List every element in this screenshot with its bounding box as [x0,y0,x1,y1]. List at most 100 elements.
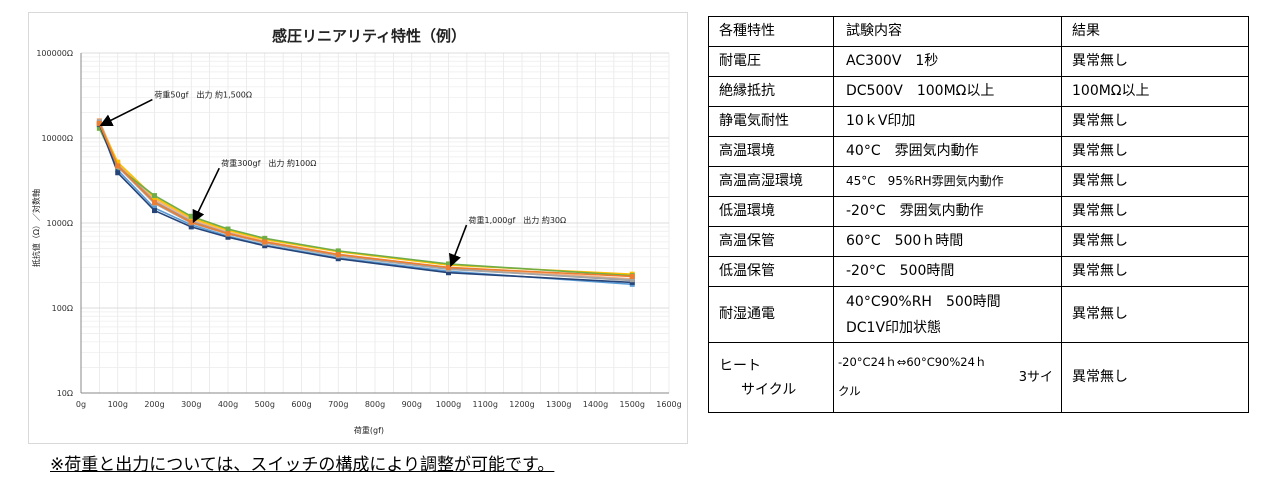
data-point [262,243,268,249]
data-point [152,205,157,211]
y-tick-label: 100000Ω [36,49,73,58]
x-tick-label: 400g [218,400,238,409]
data-point [225,226,231,232]
cell-result: 異常無し [1061,106,1249,137]
annotation-label: 荷重300gf 出力 約100Ω [221,158,316,168]
table-row: 高温保管 60°C 500ｈ時間 異常無し [708,226,1249,257]
cell-content: -20°C 雰囲気内動作 [833,196,1062,227]
x-tick-label: 1600g [656,400,681,409]
heat-item-line2: サイクル [741,381,797,398]
header-result: 結果 [1061,16,1249,47]
chart-title: 感圧リニアリティ特性（例） [272,27,466,45]
annotation-label: 荷重50gf 出力 約1,500Ω [154,90,252,100]
data-point [446,261,451,267]
y-tick-label: 100Ω [52,304,73,313]
cell-item: 高温保管 [708,226,834,257]
table-row: 耐電圧 AC300V 1秒 異常無し [708,46,1249,77]
heat-content: -20°C24ｈ⇔60°C90%24ｈ 3サイ クル [833,342,1062,413]
cell-result: 異常無し [1061,46,1249,77]
data-point [262,235,268,241]
cell-item: 絶縁抵抗 [708,76,834,107]
data-point [188,224,194,230]
data-point [262,239,268,245]
data-point [96,121,102,127]
humidity-content: 40°C90%RH 500時間 DC1V印加状態 [833,286,1062,343]
heat-content-line2: 3サイ [1018,369,1053,385]
x-tick-label: 100g [108,400,128,409]
heat-item: ヒート サイクル [708,342,834,413]
x-tick-label: 300g [181,400,201,409]
resistance-chart: 感圧リニアリティ特性（例） 荷重(gf) 抵抗値（Ω）／対数軸 0g 100g 20… [31,27,682,435]
y-tick-label: 1000Ω [47,219,73,228]
table-row-heat-cycle: ヒート サイクル -20°C24ｈ⇔60°C90%24ｈ 3サイ クル 異常無し [708,342,1249,413]
heat-content-line3: クル [838,384,861,399]
cell-item: 低温保管 [708,256,834,287]
series-line [98,125,633,286]
chart-panel: 感圧リニアリティ特性（例） 荷重(gf) 抵抗値（Ω）／対数軸 0g 100g 20… [28,12,688,444]
cell-result: 異常無し [1061,166,1249,197]
cell-item: 高温環境 [708,136,834,167]
humidity-content-line1: 40°C90%RH 500時間 [846,293,1001,310]
heat-item-line1: ヒート [719,357,761,374]
x-tick-label: 0g [76,400,86,409]
table-row: 低温保管 -20°C 500時間 異常無し [708,256,1249,287]
y-tick-label: 10Ω [57,389,73,398]
heat-content-line1: -20°C24ｈ⇔60°C90%24ｈ [838,354,987,369]
x-tick-label: 1300g [546,400,571,409]
humidity-item: 耐湿通電 [708,286,834,343]
series-line [98,122,633,275]
data-point [115,159,121,165]
data-point [629,277,635,283]
footnote: ※荷重と出力については、スイッチの構成により調整が可能です。 [50,455,555,475]
data-point [188,219,194,225]
data-point [188,213,194,219]
table-row: 高温高湿環境 45°C 95%RH雰囲気内動作 異常無し [708,166,1249,197]
cell-content: 40°C 雰囲気内動作 [833,136,1062,167]
x-tick-label: 900g [402,400,422,409]
data-point [115,167,121,173]
y-axis-label: 抵抗値（Ω）／対数軸 [31,189,41,267]
x-tick-label: 200g [144,400,164,409]
data-point [335,252,341,258]
cell-content: 60°C 500ｈ時間 [833,226,1062,257]
data-point [629,273,635,279]
y-tick-label: 10000Ω [41,134,73,143]
x-tick-label: 800g [365,400,385,409]
cell-item: 静電気耐性 [708,106,834,137]
data-point [152,193,157,199]
cell-content: AC300V 1秒 [833,46,1062,77]
annotation-label: 荷重1,000gf 出力 約30Ω [469,215,567,225]
x-tick-label: 1200g [509,400,534,409]
x-tick-label: 700g [328,400,348,409]
annotation-arrow [99,98,153,127]
data-point [335,256,341,262]
heat-result: 異常無し [1061,342,1249,413]
x-tick-label: 1100g [473,400,498,409]
x-tick-label: 600g [291,400,311,409]
cell-item: 耐電圧 [708,46,834,77]
cell-content: 45°C 95%RH雰囲気内動作 [833,166,1062,197]
spec-table: 各種特性 試験内容 結果 耐電圧 AC300V 1秒 異常無し 絶縁抵抗 DC500V … [708,16,1249,413]
table-row: 低温環境 -20°C 雰囲気内動作 異常無し [708,196,1249,227]
cell-result: 異常無し [1061,256,1249,287]
table-row: 静電気耐性 10ｋV印加 異常無し [708,106,1249,137]
x-tick-label: 500g [255,400,275,409]
annotation-arrow [448,224,468,268]
header-content: 試験内容 [833,16,1062,47]
table-header-row: 各種特性 試験内容 結果 [708,16,1249,47]
x-tick-label: 1500g [620,400,645,409]
cell-content: -20°C 500時間 [833,256,1062,287]
table-row: 高温環境 40°C 雰囲気内動作 異常無し [708,136,1249,167]
x-tick-label: 1400g [583,400,608,409]
data-point [629,279,635,285]
cell-content: DC500V 100MΩ以上 [833,76,1062,107]
cell-result: 100MΩ以上 [1061,76,1249,107]
data-point [115,170,121,176]
cell-result: 異常無し [1061,226,1249,257]
data-point [446,270,451,276]
series-line [98,127,633,277]
humidity-content-line2: DC1V印加状態 [846,319,942,336]
data-point [152,199,157,205]
data-point [96,125,102,131]
humidity-result: 異常無し [1061,286,1249,343]
